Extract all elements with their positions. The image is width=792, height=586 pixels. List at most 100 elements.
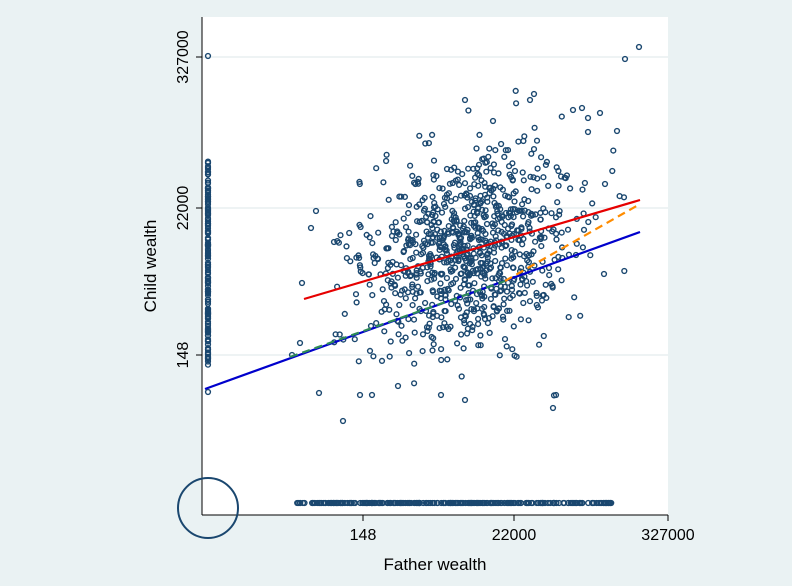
data-point [371, 259, 378, 267]
data-point [540, 291, 547, 299]
data-point [421, 205, 429, 213]
data-point [495, 305, 502, 312]
data-point [405, 228, 412, 235]
data-point [405, 499, 412, 507]
data-point [482, 275, 489, 282]
data-point [468, 198, 476, 206]
data-point [443, 259, 450, 266]
data-point [419, 348, 426, 355]
data-point [480, 227, 487, 235]
data-point [552, 391, 560, 399]
data-point [429, 131, 436, 139]
data-point [204, 261, 212, 268]
data-point [476, 172, 483, 179]
data-point [530, 248, 537, 255]
data-point [461, 320, 468, 327]
origin-circle-annotation [177, 477, 239, 539]
data-point [398, 322, 405, 329]
data-point [502, 147, 509, 154]
data-point [635, 43, 643, 51]
data-point [356, 391, 364, 399]
data-point [204, 171, 212, 178]
data-point [416, 201, 423, 208]
data-point [468, 232, 475, 239]
data-point [510, 190, 517, 197]
data-point [204, 158, 212, 165]
data-point [437, 391, 445, 399]
data-point [430, 209, 437, 216]
data-point [551, 499, 558, 507]
data-point [501, 153, 508, 161]
data-point [503, 343, 510, 350]
data-point [397, 291, 404, 298]
data-point [402, 334, 409, 341]
data-point [517, 281, 524, 288]
data-point [461, 229, 468, 236]
data-point [204, 388, 212, 396]
data-point [513, 353, 520, 360]
data-point [204, 52, 212, 60]
data-point [425, 140, 433, 147]
data-point [477, 265, 484, 272]
data-point [464, 204, 472, 211]
data-point [494, 210, 501, 218]
data-point [379, 286, 386, 293]
data-point [555, 266, 562, 273]
data-point [537, 154, 545, 161]
data-point [434, 206, 441, 213]
data-point [424, 278, 431, 285]
data-point [478, 305, 486, 312]
data-point [451, 210, 458, 217]
data-point [502, 255, 509, 262]
data-point [413, 290, 420, 297]
data-point [409, 283, 416, 291]
data-point [555, 167, 562, 175]
data-point [566, 185, 574, 192]
data-point [418, 217, 425, 225]
data-point [448, 198, 455, 205]
data-point [463, 190, 470, 197]
data-point [392, 219, 399, 226]
data-point [311, 499, 319, 507]
data-point [516, 290, 523, 297]
data-point [529, 278, 536, 285]
data-point [542, 281, 549, 288]
data-point [474, 499, 481, 507]
data-point [499, 186, 507, 193]
data-point [408, 499, 415, 507]
data-point [511, 198, 518, 205]
data-point [339, 499, 346, 507]
data-point [493, 499, 501, 507]
data-point [528, 499, 535, 507]
data-point [341, 310, 348, 318]
data-point [501, 499, 508, 507]
data-point [397, 499, 405, 507]
data-point [486, 145, 493, 152]
data-point [449, 499, 456, 507]
data-point [484, 320, 492, 327]
data-point [442, 203, 449, 211]
data-point [475, 225, 483, 232]
data-point [540, 332, 547, 340]
data-point [462, 313, 469, 320]
data-point [440, 200, 448, 208]
data-point [436, 246, 443, 254]
data-point [515, 207, 522, 214]
data-point [386, 306, 393, 313]
data-point [406, 350, 413, 357]
data-point [298, 279, 306, 287]
data-point [510, 323, 517, 330]
data-point [409, 281, 416, 288]
data-point [467, 212, 474, 219]
data-point [479, 295, 486, 302]
data-point [204, 215, 212, 222]
data-point [579, 186, 586, 193]
data-point [495, 227, 502, 234]
data-point [534, 304, 542, 311]
data-point [424, 219, 431, 226]
data-point [355, 358, 362, 365]
data-point [439, 185, 446, 192]
data-point [495, 170, 502, 177]
data-point [386, 353, 393, 360]
data-point [498, 244, 505, 251]
